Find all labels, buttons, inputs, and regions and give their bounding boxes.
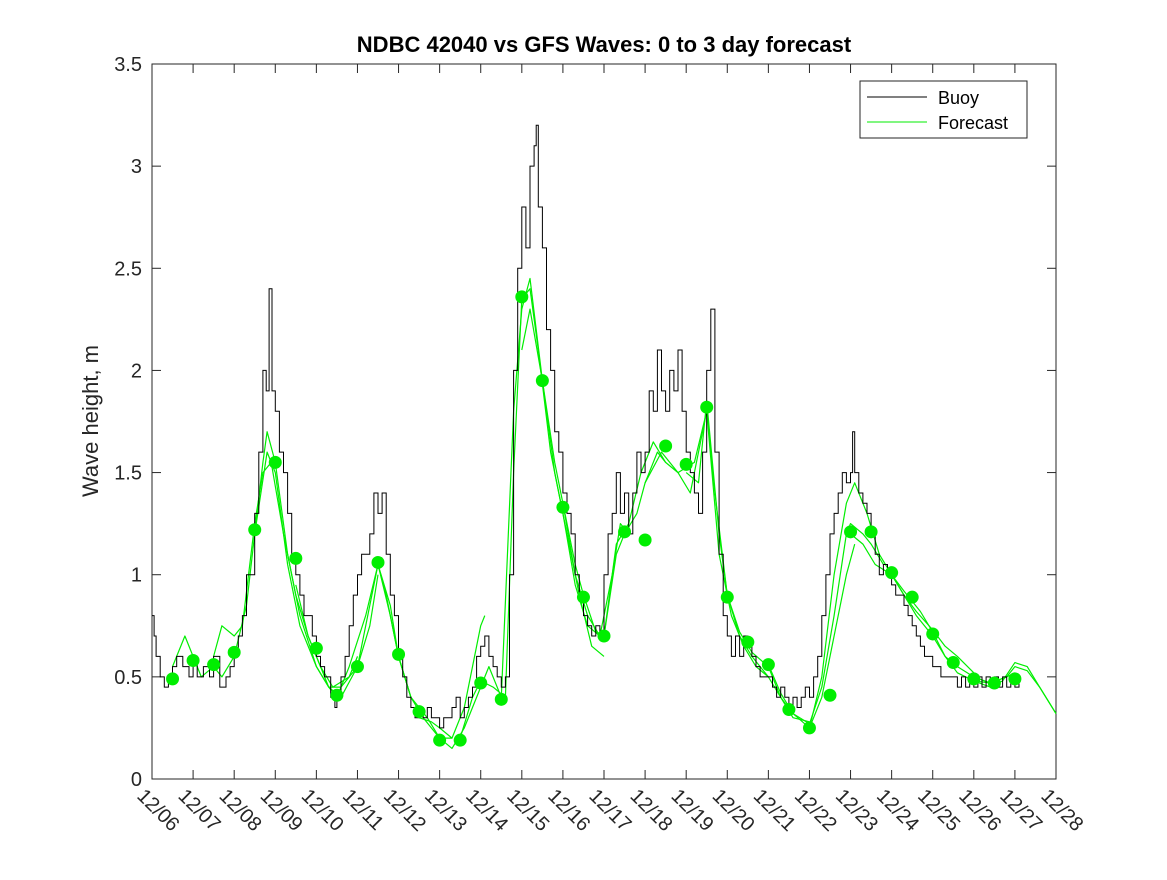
forecast-run-line [336,563,452,739]
forecast-point-marker [864,525,878,539]
forecast-point-marker [638,533,652,547]
forecast-point-marker [248,523,262,537]
forecast-point-marker [844,525,858,539]
forecast-point-marker [802,721,816,735]
y-tick-label: 1 [131,565,142,587]
forecast-point-marker [474,676,488,690]
forecast-point-marker [494,692,508,706]
y-tick-label: 1.5 [114,463,142,485]
y-tick-label: 2 [131,360,142,382]
forecast-point-marker [412,705,426,719]
forecast-point-marker [535,374,549,388]
forecast-point-marker [720,590,734,604]
forecast-point-marker [597,629,611,643]
forecast-point-marker [330,688,344,702]
forecast-point-marker [967,672,981,686]
forecast-point-marker [659,439,673,453]
forecast-point-marker [761,658,775,672]
y-axis-label: Wave height, m [78,345,103,497]
forecast-point-marker [823,688,837,702]
forecast-point-marker [186,654,200,668]
buoy-line [152,124,1020,729]
forecast-point-marker [392,647,406,661]
forecast-point-marker [268,455,282,469]
forecast-markers [166,290,1022,747]
y-axis: 0 0.5 1 1.5 2 2.5 3 3.5 [114,54,1056,791]
forecast-point-marker [946,656,960,670]
forecast-point-marker [556,500,570,514]
y-tick-label: 0.5 [114,667,142,689]
forecast-point-marker [289,551,303,565]
forecast-point-marker [782,703,796,717]
forecast-point-marker [885,566,899,580]
forecast-point-marker [515,290,529,304]
forecast-point-marker [371,555,385,569]
forecast-point-marker [350,660,364,674]
forecast-run-line [644,410,769,678]
forecast-point-marker [741,635,755,649]
legend: Buoy Forecast [859,80,1028,139]
legend-buoy-label: Buoy [938,88,979,108]
forecast-point-marker [905,590,919,604]
forecast-point-marker [309,641,323,655]
forecast-run-line [418,615,486,739]
chart-title: NDBC 42040 vs GFS Waves: 0 to 3 day fore… [357,32,852,57]
forecast-point-marker [618,525,632,539]
plot-area [151,63,1057,780]
forecast-point-marker [926,627,940,641]
legend-box [859,80,1028,139]
legend-forecast-label: Forecast [938,113,1008,133]
y-tick-label: 0 [131,769,142,791]
y-tick-label: 2.5 [114,258,142,280]
forecast-point-marker [207,658,221,672]
y-tick-label: 3.5 [114,54,142,76]
forecast-point-marker [987,676,1001,690]
y-tick-label: 3 [131,156,142,178]
forecast-point-marker [166,672,180,686]
forecast-point-marker [679,457,693,471]
buoy-series [152,124,1020,729]
forecast-point-marker [1008,672,1022,686]
forecast-point-marker [227,645,241,659]
forecast-point-marker [453,733,467,747]
forecast-point-marker [433,733,447,747]
forecast-point-marker [700,400,714,414]
forecast-run-line [562,451,667,637]
forecast-point-marker [576,590,590,604]
